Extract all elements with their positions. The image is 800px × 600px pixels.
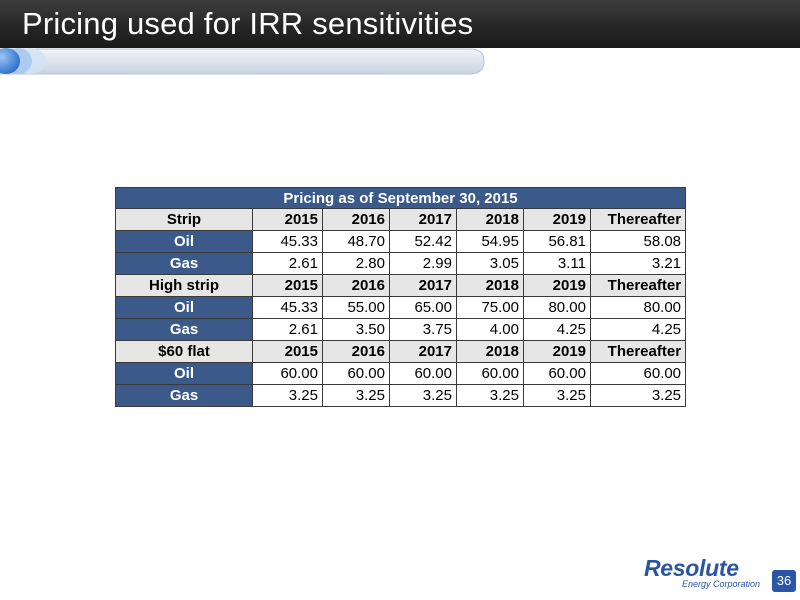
table-cell: 4.00 (456, 318, 524, 341)
section-label: High strip (115, 274, 253, 297)
table-cell: 60.00 (252, 362, 323, 385)
header-swoosh-decoration (0, 48, 485, 75)
column-header: 2018 (456, 340, 524, 363)
column-header: 2018 (456, 274, 524, 297)
column-header: 2016 (322, 208, 390, 231)
row-label: Gas (115, 384, 253, 407)
table-row: Gas 2.61 3.50 3.75 4.00 4.25 4.25 (115, 318, 687, 341)
table-cell: 2.61 (252, 318, 323, 341)
column-header: 2017 (389, 208, 457, 231)
table-cell: 80.00 (589, 296, 687, 319)
table-cell: 3.50 (322, 318, 390, 341)
table-row: Gas 3.25 3.25 3.25 3.25 3.25 3.25 (115, 384, 687, 407)
table-caption-row: Pricing as of September 30, 2015 (114, 187, 687, 209)
slide-header: Pricing used for IRR sensitivities (0, 0, 800, 48)
table-cell: 3.25 (252, 384, 323, 407)
column-header: 2015 (252, 340, 323, 363)
table-cell: 60.00 (589, 362, 687, 385)
section-header-row: Strip 2015 2016 2017 2018 2019 Thereafte… (115, 208, 687, 231)
company-logo: Resolute Energy Corporation (640, 555, 770, 591)
table-cell: 4.25 (523, 318, 591, 341)
table-row: Oil 45.33 55.00 65.00 75.00 80.00 80.00 (115, 296, 687, 319)
table-cell: 3.25 (389, 384, 457, 407)
column-header: 2019 (523, 274, 591, 297)
table-cell: 3.21 (589, 252, 687, 275)
table-cell: 3.05 (456, 252, 524, 275)
table-cell: 3.25 (523, 384, 591, 407)
row-label: Gas (115, 252, 253, 275)
table-cell: 3.25 (589, 384, 687, 407)
column-header: Thereafter (589, 340, 687, 363)
table-cell: 58.08 (589, 230, 687, 253)
table-cell: 60.00 (523, 362, 591, 385)
section-header-row: $60 flat 2015 2016 2017 2018 2019 Therea… (115, 340, 687, 363)
table-row: Gas 2.61 2.80 2.99 3.05 3.11 3.21 (115, 252, 687, 275)
table-cell: 2.80 (322, 252, 390, 275)
pricing-table: Pricing as of September 30, 2015 Strip 2… (114, 187, 687, 407)
table-cell: 2.99 (389, 252, 457, 275)
table-cell: 75.00 (456, 296, 524, 319)
slide-title: Pricing used for IRR sensitivities (22, 6, 474, 41)
table-cell: 60.00 (322, 362, 390, 385)
column-header: 2019 (523, 208, 591, 231)
section-label: $60 flat (115, 340, 253, 363)
row-label: Oil (115, 362, 253, 385)
column-header: Thereafter (589, 208, 687, 231)
table-cell: 2.61 (252, 252, 323, 275)
table-cell: 56.81 (523, 230, 591, 253)
row-label: Gas (115, 318, 253, 341)
table-cell: 65.00 (389, 296, 457, 319)
table-cell: 60.00 (389, 362, 457, 385)
section-header-row: High strip 2015 2016 2017 2018 2019 Ther… (115, 274, 687, 297)
column-header: 2017 (389, 340, 457, 363)
table-cell: 60.00 (456, 362, 524, 385)
table-cell: 3.11 (523, 252, 591, 275)
table-cell: 4.25 (589, 318, 687, 341)
logo-wordmark: Resolute (644, 555, 739, 581)
column-header: 2015 (252, 208, 323, 231)
row-label: Oil (115, 296, 253, 319)
table-cell: 3.75 (389, 318, 457, 341)
column-header: 2015 (252, 274, 323, 297)
column-header: 2018 (456, 208, 524, 231)
column-header: 2016 (322, 340, 390, 363)
table-cell: 80.00 (523, 296, 591, 319)
table-cell: 55.00 (322, 296, 390, 319)
column-header: 2016 (322, 274, 390, 297)
table-caption: Pricing as of September 30, 2015 (114, 187, 687, 209)
row-label: Oil (115, 230, 253, 253)
table-cell: 3.25 (322, 384, 390, 407)
column-header: 2017 (389, 274, 457, 297)
table-cell: 48.70 (322, 230, 390, 253)
table-cell: 45.33 (252, 230, 323, 253)
logo-tagline: Energy Corporation (682, 579, 761, 589)
column-header: Thereafter (589, 274, 687, 297)
table-cell: 54.95 (456, 230, 524, 253)
column-header: 2019 (523, 340, 591, 363)
table-row: Oil 45.33 48.70 52.42 54.95 56.81 58.08 (115, 230, 687, 253)
section-label: Strip (115, 208, 253, 231)
table-cell: 45.33 (252, 296, 323, 319)
table-cell: 3.25 (456, 384, 524, 407)
page-number: 36 (772, 570, 796, 592)
table-cell: 52.42 (389, 230, 457, 253)
table-row: Oil 60.00 60.00 60.00 60.00 60.00 60.00 (115, 362, 687, 385)
